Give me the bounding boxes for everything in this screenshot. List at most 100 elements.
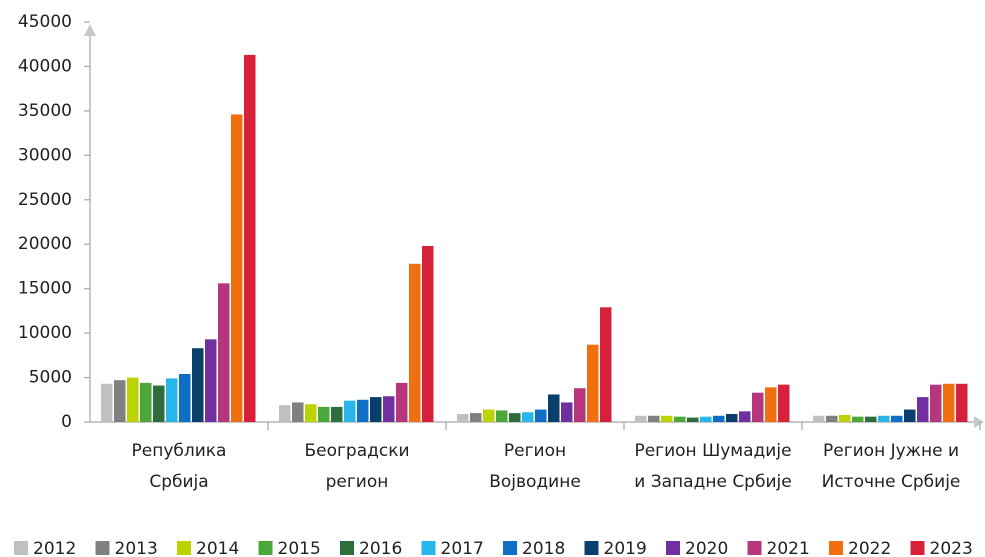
bar: [396, 382, 408, 422]
legend-label: 2018: [522, 539, 565, 557]
bar: [865, 416, 877, 422]
bar: [674, 416, 686, 422]
bar: [244, 54, 256, 423]
y-axis-arrow: [84, 24, 96, 36]
bar: [114, 380, 126, 422]
y-tick-label: 15000: [18, 279, 72, 299]
bar: [839, 414, 851, 422]
y-tick-label: 35000: [18, 101, 72, 121]
x-tick-label: Регион Јужне и Источне Србије: [822, 441, 961, 492]
bar: [574, 388, 586, 422]
y-tick-label: 5000: [29, 368, 72, 388]
bar: [852, 416, 864, 422]
bar: [917, 397, 929, 422]
legend-swatch: [503, 541, 517, 555]
bar: [813, 415, 825, 422]
bar: [509, 413, 521, 422]
x-tick-label: Регион Војводине: [489, 441, 581, 492]
x-tick-label: Регион Шумадије и Западне Србије: [634, 441, 791, 492]
bar: [409, 263, 421, 422]
legend-label: 2023: [930, 539, 973, 557]
bar: [752, 392, 764, 422]
bar: [457, 414, 469, 422]
bar: [522, 412, 534, 422]
bar: [878, 415, 890, 422]
bar: [292, 402, 304, 422]
bar: [101, 383, 113, 422]
y-tick-label: 30000: [18, 145, 72, 165]
bar: [904, 409, 916, 422]
bar: [279, 405, 291, 422]
bar: [318, 406, 330, 422]
bar: [383, 396, 395, 422]
bar: [561, 402, 573, 422]
x-axis-arrow: [974, 416, 984, 428]
legend-swatch: [95, 541, 110, 555]
bar: [218, 283, 230, 422]
bar: [943, 383, 955, 422]
legend-label: 2016: [359, 539, 402, 557]
y-tick-label: 45000: [18, 12, 72, 32]
bar: [587, 344, 599, 422]
bar: [192, 348, 204, 422]
bar: [891, 415, 903, 422]
bar: [635, 415, 647, 422]
legend-swatch: [910, 541, 925, 555]
legend-swatch: [421, 541, 436, 555]
bar: [179, 374, 191, 422]
legend-label: 2017: [441, 539, 484, 557]
legend-swatch: [747, 541, 762, 555]
bar: [726, 414, 738, 422]
bar: [422, 246, 434, 422]
legend-swatch: [340, 541, 354, 555]
bar: [370, 397, 382, 422]
legend-label: 2022: [848, 539, 891, 557]
legend-label: 2019: [604, 539, 647, 557]
bar: [127, 377, 139, 422]
bar: [153, 385, 165, 422]
legend-label: 2012: [33, 539, 76, 557]
legend-label: 2021: [767, 539, 810, 557]
bar: [205, 339, 217, 422]
bar: [700, 416, 712, 422]
bar: [648, 415, 660, 422]
bar: [956, 383, 968, 422]
bar: [496, 410, 508, 422]
legend-label: 2013: [115, 539, 158, 557]
bar: [166, 378, 178, 422]
bar: [140, 382, 152, 422]
legend-label: 2015: [278, 539, 321, 557]
y-tick-label: 10000: [18, 323, 72, 343]
bar: [535, 409, 547, 422]
bar: [765, 387, 777, 422]
bar: [661, 415, 673, 422]
bar: [713, 415, 725, 422]
legend-swatch: [14, 541, 28, 555]
legend-label: 2014: [196, 539, 239, 557]
bar: [470, 413, 482, 422]
x-tick-label: Београдски регион: [304, 441, 409, 492]
bar: [687, 417, 699, 422]
legend-swatch: [177, 541, 191, 555]
bar: [548, 394, 560, 422]
legend-swatch: [584, 541, 599, 555]
bar: [778, 384, 790, 422]
legend-label: 2020: [685, 539, 728, 557]
bar: [331, 406, 343, 422]
legend-swatch: [666, 541, 680, 555]
legend-swatch: [258, 541, 273, 555]
x-tick-label: Република Србија: [132, 441, 227, 492]
bar: [483, 409, 495, 422]
legend-swatch: [829, 541, 843, 555]
bar: [231, 114, 243, 422]
y-tick-label: 20000: [18, 234, 72, 254]
bar: [739, 411, 751, 422]
y-tick-label: 25000: [18, 190, 72, 210]
bar: [930, 384, 942, 422]
bar: [305, 404, 317, 422]
y-tick-label: 0: [61, 412, 72, 432]
bar: [344, 400, 356, 422]
bar: [826, 415, 838, 422]
bar: [357, 399, 369, 422]
